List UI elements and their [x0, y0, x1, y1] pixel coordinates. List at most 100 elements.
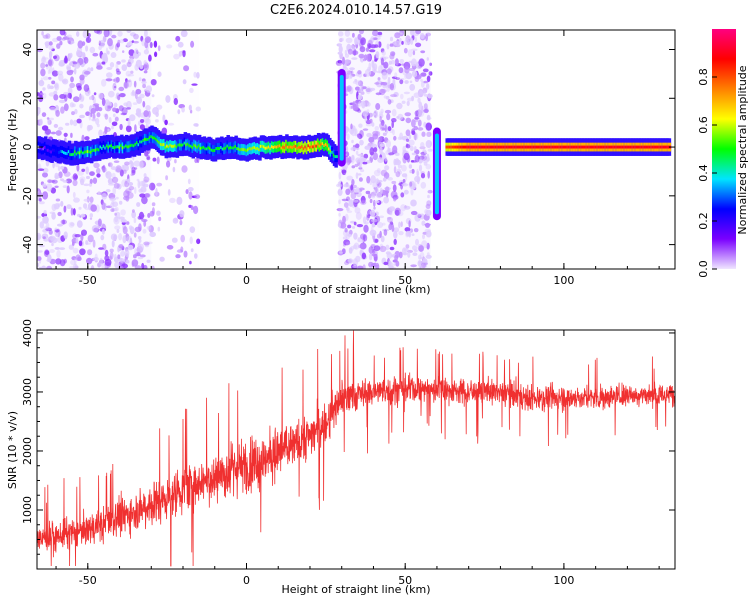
noise-speck	[380, 235, 385, 243]
noise-speck	[116, 229, 120, 233]
noise-speck	[126, 42, 131, 47]
noise-speck	[400, 221, 403, 228]
noise-speck	[62, 78, 69, 85]
noise-speck	[66, 204, 72, 210]
noise-speck	[65, 122, 70, 126]
noise-speck	[90, 107, 97, 114]
noise-speck	[387, 99, 392, 105]
spec-x-tick-label: 0	[243, 274, 250, 287]
noise-speck	[405, 138, 410, 142]
noise-speck	[371, 122, 375, 127]
noise-speck	[380, 57, 384, 66]
noise-speck	[426, 131, 432, 137]
noise-speck	[57, 166, 61, 171]
noise-speck	[346, 85, 352, 92]
colorbar-tick-label: 0.6	[697, 116, 710, 134]
noise-speck	[338, 199, 341, 205]
noise-speck	[159, 256, 165, 262]
noise-speck	[379, 111, 384, 115]
noise-speck	[426, 114, 431, 121]
noise-speck	[138, 211, 145, 220]
noise-speck	[85, 37, 92, 43]
noise-speck	[406, 100, 410, 107]
noise-speck	[89, 196, 94, 203]
noise-speck	[57, 203, 61, 208]
noise-speck	[188, 104, 192, 111]
noise-speck	[46, 265, 53, 269]
noise-speck	[148, 225, 154, 233]
noise-speck	[110, 52, 117, 58]
noise-speck	[413, 126, 418, 131]
noise-speck	[404, 80, 409, 84]
noise-speck	[386, 68, 392, 75]
noise-speck	[392, 78, 396, 86]
noise-speck	[114, 77, 120, 84]
noise-speck	[96, 112, 101, 118]
noise-speck	[369, 118, 373, 124]
noise-speck	[355, 255, 361, 263]
noise-speck	[137, 236, 142, 240]
noise-speck	[193, 71, 197, 78]
noise-speck	[37, 262, 40, 267]
noise-speck	[63, 132, 68, 137]
noise-speck	[59, 94, 66, 99]
snr-y-tick-label: 3000	[21, 378, 34, 406]
noise-speck	[426, 83, 430, 90]
noise-speck	[363, 54, 368, 61]
noise-speck	[130, 32, 136, 37]
noise-speck	[372, 30, 379, 37]
noise-speck	[420, 173, 426, 179]
snr-x-tick-label: 0	[243, 574, 250, 587]
noise-speck	[88, 112, 92, 121]
noise-speck	[373, 147, 378, 153]
noise-speck	[366, 175, 371, 184]
noise-speck	[403, 248, 409, 252]
noise-speck	[138, 188, 143, 193]
noise-speck	[393, 197, 397, 202]
noise-speck	[120, 250, 126, 257]
noise-speck	[54, 229, 60, 233]
noise-speck	[391, 76, 398, 79]
noise-speck	[104, 249, 109, 257]
noise-speck	[427, 148, 433, 152]
snr-chart: -50 0 50 100 1000 2000 3000 4000 Height of stra…	[6, 319, 676, 596]
noise-speck	[394, 58, 399, 66]
noise-speck	[68, 244, 74, 250]
noise-speck	[150, 79, 157, 86]
spectrogram-plot-area	[37, 30, 672, 269]
noise-speck	[415, 238, 419, 246]
noise-speck	[389, 246, 395, 251]
noise-speck	[345, 37, 353, 44]
noise-speck	[141, 196, 148, 205]
noise-speck	[128, 186, 135, 191]
noise-speck	[405, 72, 413, 80]
noise-speck	[114, 116, 119, 122]
noise-speck	[384, 124, 387, 132]
fade-streak	[337, 69, 346, 167]
noise-speck	[70, 222, 75, 227]
noise-speck	[411, 168, 415, 174]
noise-speck	[420, 181, 427, 189]
noise-speck	[128, 182, 134, 186]
figure-title: C2E6.2024.010.14.57.G19	[270, 3, 442, 18]
noise-speck	[86, 189, 90, 194]
noise-speck	[82, 30, 88, 39]
noise-speck	[350, 105, 354, 109]
noise-speck	[81, 41, 86, 46]
noise-speck	[375, 92, 382, 96]
noise-speck	[114, 225, 121, 230]
noise-speck	[42, 167, 49, 173]
noise-speck	[101, 228, 105, 235]
noise-speck	[119, 200, 123, 205]
noise-speck	[194, 194, 201, 199]
noise-speck	[90, 265, 95, 269]
noise-speck	[428, 71, 433, 76]
noise-speck	[156, 210, 161, 216]
noise-speck	[135, 108, 142, 114]
noise-speck	[70, 207, 74, 216]
noise-speck	[196, 72, 200, 79]
noise-speck	[48, 229, 53, 235]
noise-speck	[368, 246, 374, 254]
noise-speck	[400, 93, 404, 100]
noise-speck	[348, 229, 353, 236]
